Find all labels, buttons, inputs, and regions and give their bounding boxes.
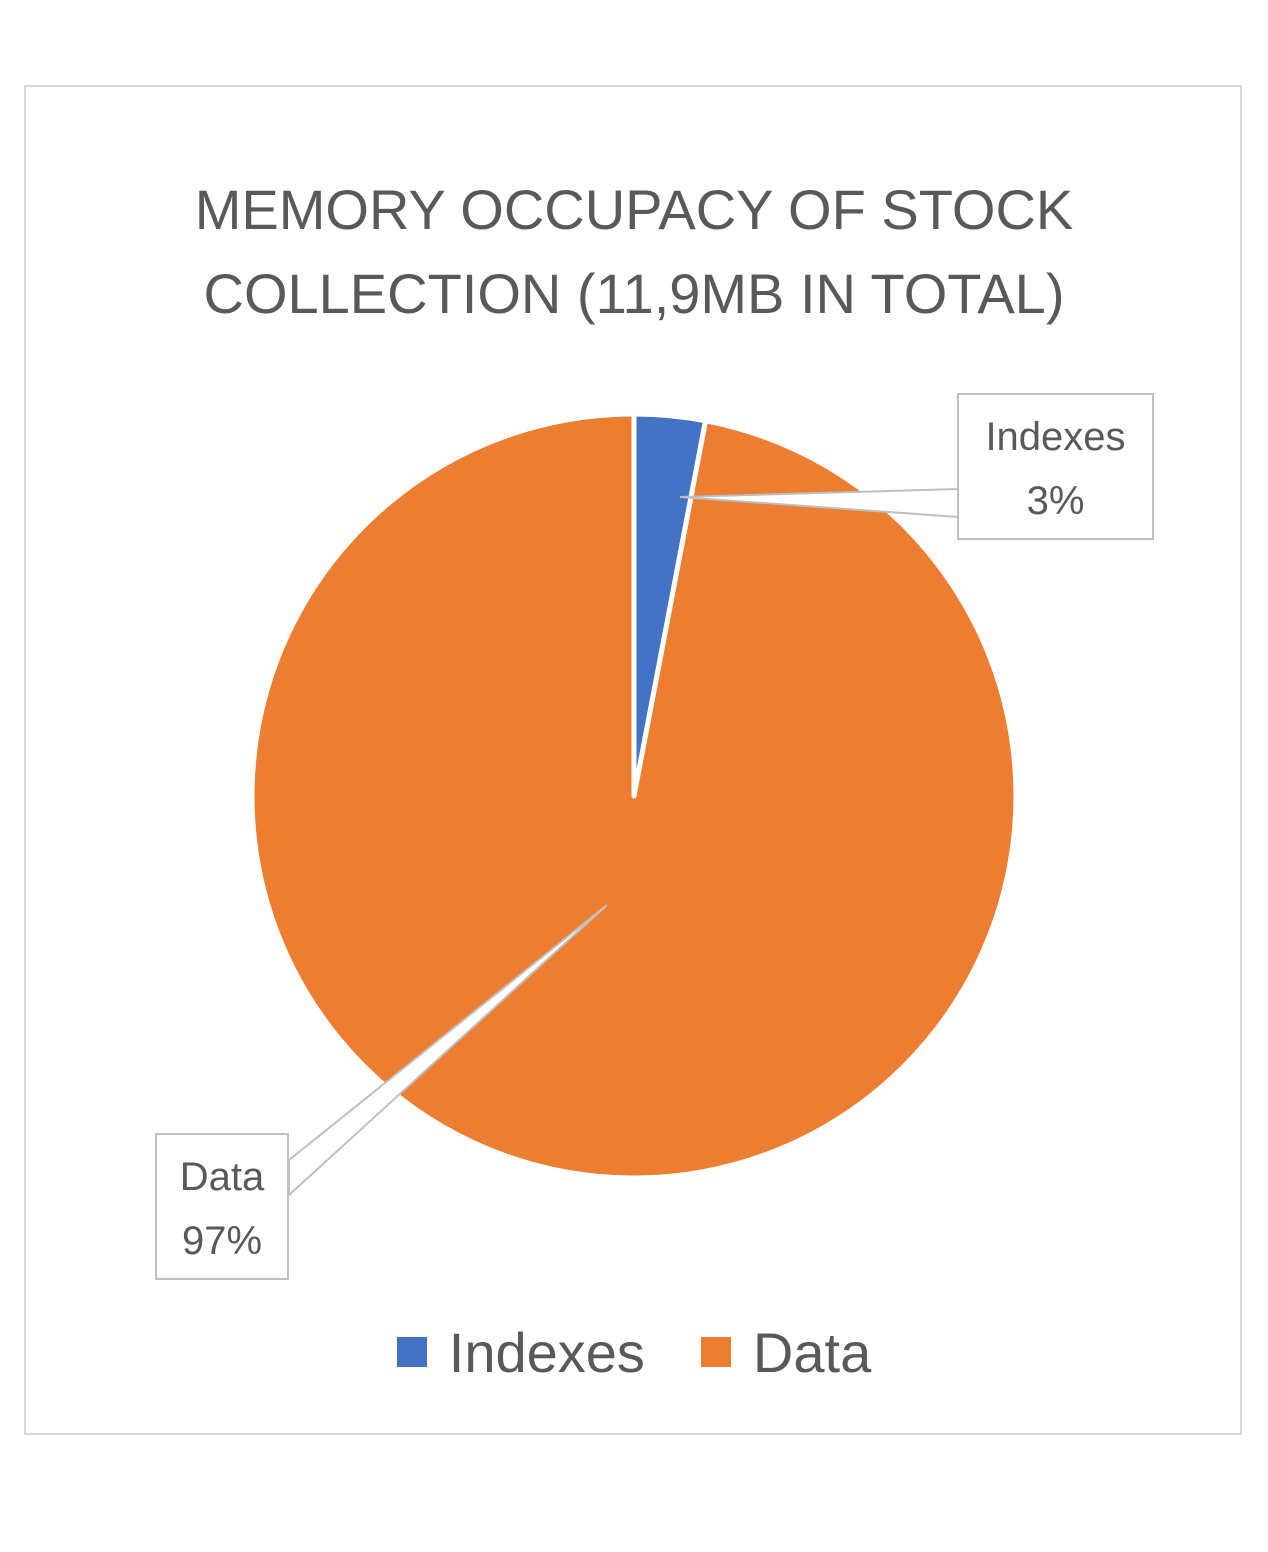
legend-label-indexes: Indexes [448, 1320, 645, 1384]
pie-slice-data[interactable] [249, 411, 1019, 1181]
data-label-data-name: Data [179, 1155, 265, 1199]
data-label-data-percent: 97% [181, 1219, 263, 1263]
chart-title: MEMORY OCCUPACY OF STOCK COLLECTION (11,… [0, 168, 1268, 336]
pie-slices [249, 411, 1019, 1181]
legend-label-data: Data [752, 1320, 872, 1384]
chart-title-line-1: MEMORY OCCUPACY OF STOCK [194, 178, 1074, 241]
legend-swatch-data [700, 1337, 731, 1367]
data-label-indexes-name: Indexes [985, 415, 1126, 459]
data-label-indexes-percent: 3% [1026, 479, 1085, 523]
leader-line-data [288, 904, 608, 1198]
legend: Indexes Data [0, 1312, 1268, 1392]
data-label-indexes: Indexes 3% [957, 393, 1154, 540]
data-label-data: Data 97% [155, 1133, 289, 1280]
chart-title-line-2: COLLECTION (11,9MB IN TOTAL) [203, 262, 1065, 325]
legend-item-data[interactable]: Data [700, 1320, 872, 1385]
legend-swatch-indexes [396, 1337, 427, 1367]
legend-item-indexes[interactable]: Indexes [396, 1320, 645, 1385]
